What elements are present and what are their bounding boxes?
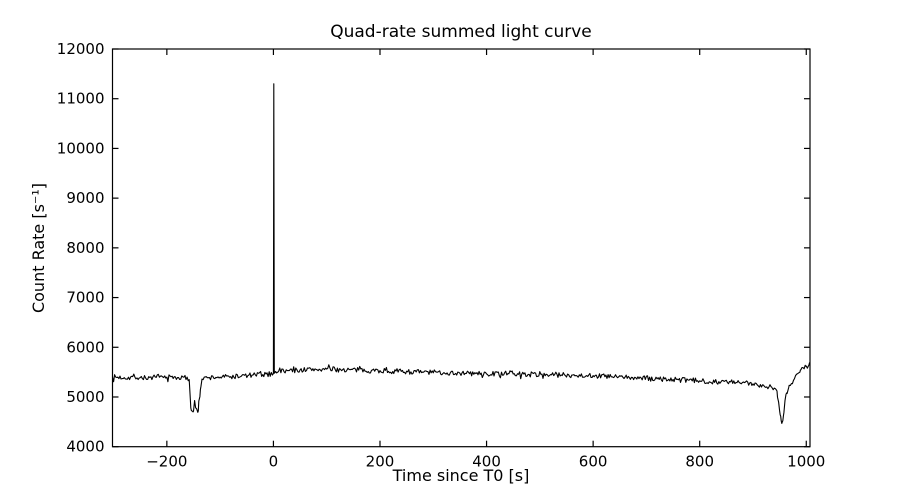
- plot-border: [111, 48, 811, 448]
- y-tick-label: 5000: [66, 388, 104, 406]
- x-tick-label: 600: [579, 453, 608, 471]
- x-axis-label: Time since T0 [s]: [392, 466, 530, 485]
- y-tick-label: 7000: [66, 289, 104, 307]
- x-tick-label: 0: [269, 453, 279, 471]
- y-tick-label: 11000: [57, 90, 105, 108]
- y-tick-label: 10000: [57, 139, 105, 157]
- plot-title: Quad-rate summed light curve: [330, 22, 592, 42]
- plot-area: −200 0 200 400 600 800 1000 4000 5000 6000 7000 800…: [57, 40, 826, 471]
- data-line: [111, 83, 811, 424]
- y-tick-label: 6000: [66, 338, 104, 356]
- y-tick-label: 12000: [57, 40, 105, 58]
- x-tick-label: 1000: [787, 453, 825, 471]
- y-tick-label: 8000: [66, 239, 104, 257]
- y-axis-label: Count Rate [s⁻¹]: [29, 183, 48, 313]
- y-tick-label: 9000: [66, 189, 104, 207]
- x-tick-label: −200: [146, 453, 187, 471]
- y-tick-label: 4000: [66, 438, 104, 456]
- x-tick-label: 400: [472, 453, 501, 471]
- x-tick-label: 800: [685, 453, 714, 471]
- x-tick-label: 200: [366, 453, 395, 471]
